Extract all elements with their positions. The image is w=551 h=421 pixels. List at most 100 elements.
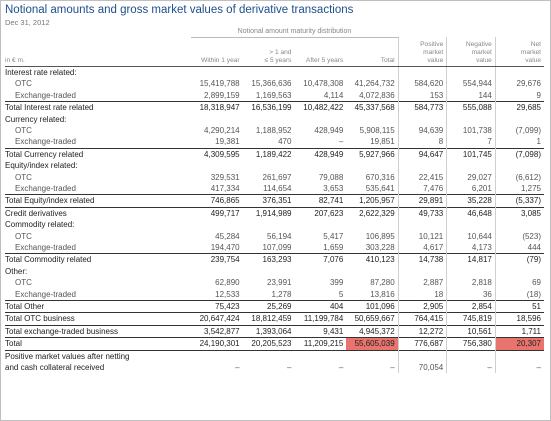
cell-value: 239,754 bbox=[190, 253, 243, 266]
cell-value: 75,423 bbox=[190, 299, 243, 313]
row-label: Positive market values after netting bbox=[5, 349, 191, 363]
cell-value: 101,738 bbox=[446, 124, 496, 137]
cell-value bbox=[346, 114, 398, 125]
cell-value: 41,264,732 bbox=[354, 79, 395, 89]
row-label: Exchange-traded bbox=[15, 242, 76, 252]
cell-value: 207,623 bbox=[294, 206, 347, 220]
row-label: OTC bbox=[15, 79, 32, 89]
cell-value: 106,895 bbox=[365, 231, 395, 241]
cell-value: 5 bbox=[338, 289, 344, 299]
cell-value: 11,209,215 bbox=[294, 337, 347, 351]
cell-value bbox=[494, 66, 544, 79]
cell-value: 13,816 bbox=[370, 289, 395, 299]
cell-value: 18,596 bbox=[494, 312, 544, 326]
cell-value: – bbox=[494, 362, 544, 374]
row-label: Other: bbox=[5, 266, 28, 276]
cell-value: 5,417 bbox=[323, 231, 344, 241]
cell-value: – bbox=[287, 363, 292, 373]
table-row: Exchange-traded 12,533 1,278 5 13,816 18 36 (18… bbox=[5, 288, 544, 301]
cell-value: 29,685 bbox=[494, 101, 544, 114]
cell-value: 16,536,199 bbox=[242, 101, 295, 114]
row-label: Total Currency related bbox=[5, 147, 191, 161]
cell-value: 15,419,788 bbox=[199, 79, 240, 89]
cell-value bbox=[294, 114, 346, 125]
table-row: Total Commodity related 239,754 163,293 7,0… bbox=[5, 253, 544, 266]
header-1-to-5-years: > 1 and ≤ 5 years bbox=[242, 37, 295, 67]
cell-value: 70,054 bbox=[397, 362, 447, 374]
header-negative-market-value: Negative market value bbox=[446, 37, 496, 67]
cell-value: 194,470 bbox=[210, 242, 240, 252]
cell-value: 101,745 bbox=[446, 147, 496, 161]
derivatives-table: Notional amount maturity distribution in… bbox=[5, 26, 544, 374]
cell-value: 746,865 bbox=[190, 194, 243, 208]
cell-value bbox=[243, 160, 295, 171]
row-label: Equity/index related: bbox=[5, 161, 78, 171]
report-date: Dec 31, 2012 bbox=[5, 18, 50, 27]
table-row: Total Interest rate related 18,318,947 16,… bbox=[5, 101, 544, 114]
cell-value bbox=[191, 66, 243, 78]
row-label: Total Interest rate related bbox=[5, 101, 191, 114]
cell-value bbox=[446, 349, 496, 363]
table-row: Total Other 75,423 25,269 404 101,096 2,905 2,… bbox=[5, 299, 544, 313]
cell-value: 376,351 bbox=[242, 194, 295, 208]
cell-value: 79,088 bbox=[318, 172, 344, 182]
cell-value: 1 bbox=[494, 136, 544, 149]
cell-value: (7,099) bbox=[494, 124, 544, 137]
cell-value: 7 bbox=[446, 136, 496, 149]
cell-value: 3,542,877 bbox=[190, 324, 243, 338]
cell-value: 24,190,301 bbox=[190, 337, 243, 351]
cell-value: 417,334 bbox=[210, 183, 240, 193]
cell-value: 5,927,966 bbox=[346, 147, 399, 161]
cell-value: – bbox=[235, 363, 240, 373]
cell-value: 18,318,947 bbox=[190, 101, 243, 114]
cell-value: 153 bbox=[397, 89, 447, 102]
highlighted-cell-value: 20,307 bbox=[494, 337, 544, 351]
cell-value: 36 bbox=[446, 288, 496, 301]
cell-value: 9,431 bbox=[294, 324, 347, 338]
cell-value bbox=[397, 113, 447, 125]
cell-value: 20,647,424 bbox=[190, 312, 243, 326]
cell-value: 35,228 bbox=[446, 194, 496, 208]
table-row: Exchange-traded 19,381 470 – 19,851 8 7 1 bbox=[5, 136, 544, 149]
cell-value: 1,711 bbox=[494, 324, 544, 338]
cell-value: 1,914,989 bbox=[242, 206, 295, 220]
row-label: OTC bbox=[15, 231, 32, 241]
table-row: Equity/index related: bbox=[5, 160, 544, 172]
cell-value: 14,817 bbox=[446, 253, 496, 266]
cell-value bbox=[494, 219, 544, 231]
cell-value: – bbox=[338, 363, 344, 373]
cell-value: 10,644 bbox=[446, 230, 496, 242]
cell-value: 1,659 bbox=[323, 242, 344, 252]
cell-value bbox=[346, 160, 398, 171]
row-label: OTC bbox=[15, 172, 32, 182]
header-after-5-years: After 5 years bbox=[294, 37, 347, 67]
row-label: Total exchange-traded business bbox=[5, 324, 191, 338]
row-label: OTC bbox=[15, 278, 32, 288]
cell-value: 87,280 bbox=[370, 278, 395, 288]
cell-value bbox=[397, 66, 447, 79]
table-row: OTC 45,284 56,194 5,417 106,895 10,121 10,644(… bbox=[5, 230, 544, 242]
cell-value: 50,659,667 bbox=[346, 312, 399, 326]
row-label: Total bbox=[5, 337, 191, 351]
cell-value: 10,121 bbox=[397, 230, 447, 242]
header-net-market-value: Net market value bbox=[494, 37, 544, 67]
cell-value: 51 bbox=[494, 299, 544, 313]
cell-value: 94,639 bbox=[397, 124, 447, 137]
cell-value: 404 bbox=[294, 299, 347, 313]
cell-value: 114,654 bbox=[263, 183, 292, 193]
cell-value: 745,819 bbox=[446, 312, 496, 326]
cell-value: 69 bbox=[494, 277, 544, 289]
cell-value: – bbox=[338, 137, 344, 147]
cell-value: 410,123 bbox=[346, 253, 399, 266]
table-row: OTC 62,890 23,991 399 87,280 2,887 2,818 69 bbox=[5, 277, 544, 289]
cell-value: 4,945,372 bbox=[346, 324, 399, 338]
cell-value: 144 bbox=[446, 89, 496, 102]
cell-value bbox=[294, 349, 347, 363]
cell-value: 107,099 bbox=[262, 242, 292, 252]
cell-value: 23,991 bbox=[267, 278, 292, 288]
row-label: Exchange-traded bbox=[15, 90, 76, 100]
cell-value bbox=[494, 265, 544, 278]
cell-value: 62,890 bbox=[215, 278, 240, 288]
table-row: Currency related: bbox=[5, 113, 544, 125]
